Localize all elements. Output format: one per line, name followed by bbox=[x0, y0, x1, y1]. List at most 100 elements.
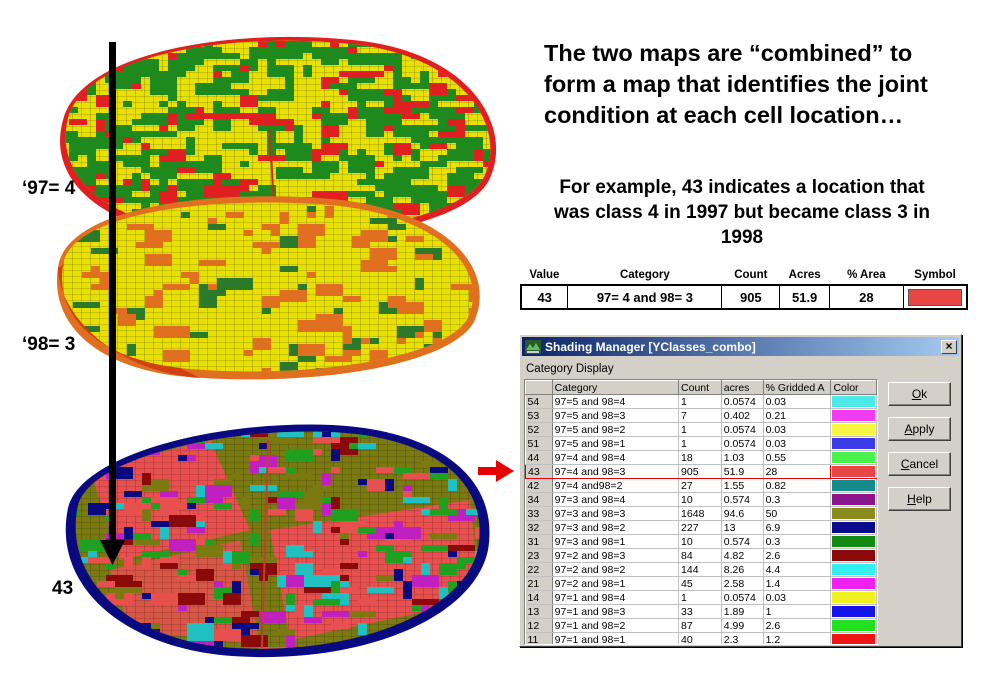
row-acres: 0.574 bbox=[721, 534, 764, 549]
ok-button[interactable]: Ok bbox=[888, 382, 951, 406]
row-color[interactable] bbox=[830, 464, 877, 479]
row-color[interactable] bbox=[830, 394, 877, 409]
map-cell bbox=[277, 431, 304, 437]
dialog-titlebar[interactable]: Shading Manager [YClasses_combo] × bbox=[522, 337, 959, 356]
apply-button[interactable]: Apply bbox=[888, 417, 951, 441]
map-cell bbox=[430, 473, 448, 479]
color-swatch bbox=[832, 480, 875, 491]
map-cell bbox=[262, 242, 271, 254]
map-cell bbox=[331, 467, 340, 473]
grid-header-acres[interactable]: acres bbox=[720, 380, 764, 395]
stacked-maps-illustration bbox=[56, 36, 510, 658]
table-row[interactable]: 23 97=2 and 98=3 84 4.82 2.6 bbox=[525, 548, 877, 563]
map-cell bbox=[258, 47, 276, 59]
row-pct: 50 bbox=[763, 506, 832, 521]
category-grid[interactable]: Category Count acres % Gridded A Color 5… bbox=[524, 379, 878, 645]
row-color[interactable] bbox=[830, 618, 877, 633]
map-cell bbox=[178, 605, 187, 611]
map-cell bbox=[412, 641, 421, 647]
map-cell bbox=[402, 185, 411, 197]
map-cell bbox=[123, 65, 141, 71]
map-cell bbox=[241, 611, 259, 617]
table-row[interactable]: 14 97=1 and 98=4 1 0.0574 0.03 bbox=[525, 590, 877, 605]
close-button[interactable]: × bbox=[941, 339, 957, 354]
map-cell bbox=[159, 191, 177, 203]
map-cell bbox=[115, 641, 124, 649]
map-cell bbox=[303, 65, 312, 71]
row-acres: 0.0574 bbox=[721, 394, 764, 409]
row-color[interactable] bbox=[830, 436, 877, 451]
table-row[interactable]: 42 97=4 and98=2 27 1.55 0.82 bbox=[525, 478, 877, 493]
row-pct: 0.55 bbox=[763, 450, 832, 465]
table-row[interactable]: 44 97=4 and 98=4 18 1.03 0.55 bbox=[525, 450, 877, 465]
row-pct: 0.21 bbox=[763, 408, 832, 423]
map-cell bbox=[358, 599, 376, 605]
map-cell bbox=[160, 527, 169, 539]
table-row[interactable]: 34 97=3 and 98=4 10 0.574 0.3 bbox=[525, 492, 877, 507]
map-cell bbox=[123, 53, 141, 59]
map-cell bbox=[78, 40, 105, 47]
table-row[interactable]: 13 97=1 and 98=3 33 1.89 1 bbox=[525, 604, 877, 619]
map-cell bbox=[484, 599, 510, 605]
row-color[interactable] bbox=[830, 478, 877, 493]
color-swatch bbox=[832, 522, 875, 533]
row-color[interactable] bbox=[830, 506, 877, 521]
table-row[interactable]: 51 97=5 and 98=1 1 0.0574 0.03 bbox=[525, 436, 877, 451]
table-row[interactable]: 21 97=2 and 98=1 45 2.58 1.4 bbox=[525, 576, 877, 591]
table-row[interactable]: 31 97=3 and 98=1 10 0.574 0.3 bbox=[525, 534, 877, 549]
row-number: 21 bbox=[525, 576, 553, 591]
table-row[interactable]: 52 97=5 and 98=2 1 0.0574 0.03 bbox=[525, 422, 877, 437]
map-cell bbox=[474, 203, 491, 209]
cancel-button[interactable]: Cancel bbox=[888, 452, 951, 476]
map-cell bbox=[295, 605, 304, 617]
map-cell bbox=[262, 224, 280, 230]
row-color[interactable] bbox=[830, 548, 877, 563]
table-row[interactable]: 22 97=2 and 98=2 144 8.26 4.4 bbox=[525, 562, 877, 577]
category-display-label: Category Display bbox=[526, 363, 614, 375]
grid-header-color[interactable]: Color bbox=[830, 380, 877, 395]
map-cell bbox=[439, 647, 466, 649]
map-cell bbox=[150, 83, 168, 89]
table-row[interactable]: 33 97=3 and 98=3 1648 94.6 50 bbox=[525, 506, 877, 521]
row-color[interactable] bbox=[830, 562, 877, 577]
grid-header-count[interactable]: Count bbox=[678, 380, 722, 395]
help-button[interactable]: Help bbox=[888, 487, 951, 511]
map-cell bbox=[181, 272, 199, 278]
map-cell bbox=[244, 350, 253, 356]
row-color[interactable] bbox=[830, 520, 877, 535]
map-cell bbox=[483, 40, 491, 47]
map-cell bbox=[358, 443, 376, 449]
row-color[interactable] bbox=[830, 408, 877, 423]
row-color[interactable] bbox=[830, 604, 877, 619]
map-cell bbox=[361, 260, 388, 266]
map-cell bbox=[232, 623, 259, 629]
table-row[interactable]: 11 97=1 and 98=1 40 2.3 1.2 bbox=[525, 632, 877, 644]
row-color[interactable] bbox=[830, 576, 877, 591]
table-row[interactable]: 43 97=4 and 98=3 905 51.9 28 bbox=[525, 464, 877, 479]
map-cell bbox=[322, 431, 331, 437]
table-row[interactable]: 32 97=3 and 98=2 227 13 6.9 bbox=[525, 520, 877, 535]
grid-header-category[interactable]: Category bbox=[551, 380, 680, 395]
map-cell bbox=[397, 338, 406, 344]
table-row[interactable]: 12 97=1 and 98=2 87 4.99 2.6 bbox=[525, 618, 877, 633]
row-count: 144 bbox=[678, 562, 722, 577]
row-color[interactable] bbox=[830, 422, 877, 437]
map-cell bbox=[361, 338, 370, 344]
row-color[interactable] bbox=[830, 450, 877, 465]
map-cell bbox=[199, 296, 217, 308]
table-row[interactable]: 54 97=5 and 98=4 1 0.0574 0.03 bbox=[525, 394, 877, 409]
cell-pct-area: 28 bbox=[829, 284, 904, 310]
row-color[interactable] bbox=[830, 534, 877, 549]
grid-header-pct[interactable]: % Gridded A bbox=[762, 380, 832, 395]
map-cell bbox=[412, 605, 421, 611]
map-cell bbox=[196, 485, 205, 497]
map-cell bbox=[403, 491, 412, 497]
table-row[interactable]: 53 97=5 and 98=3 7 0.402 0.21 bbox=[525, 408, 877, 423]
row-color[interactable] bbox=[830, 632, 877, 644]
map-cell bbox=[385, 539, 412, 545]
row-color[interactable] bbox=[830, 590, 877, 605]
map-cell bbox=[357, 101, 366, 113]
row-color[interactable] bbox=[830, 492, 877, 507]
row-pct: 0.03 bbox=[763, 422, 832, 437]
map-cell bbox=[208, 218, 217, 224]
